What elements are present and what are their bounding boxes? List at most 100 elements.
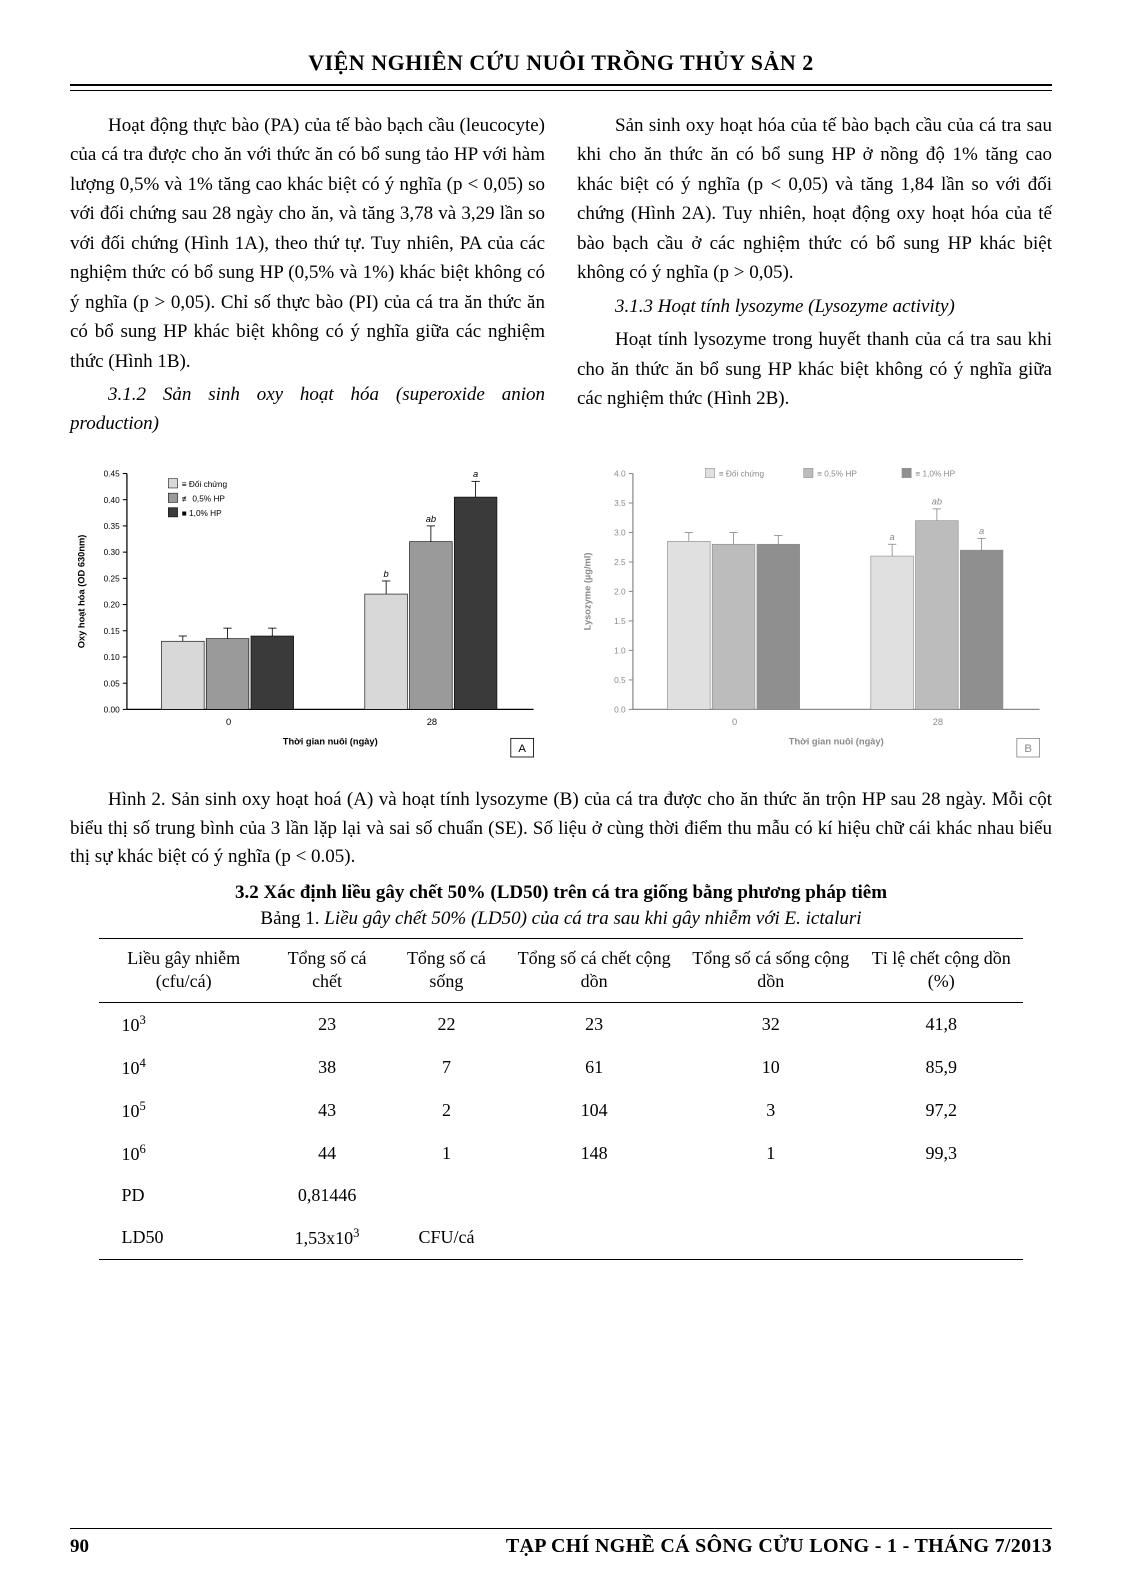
svg-text:0.20: 0.20 — [104, 600, 120, 609]
table-caption: Bảng 1. Liều gây chết 50% (LD50) của cá … — [70, 908, 1052, 930]
cell — [860, 1175, 1023, 1216]
left-column: Hoạt động thực bào (PA) của tế bào bạch … — [70, 111, 545, 443]
table-header-row: Liều gây nhiễm (cfu/cá) Tổng số cá chết … — [99, 938, 1022, 1002]
cell: 1 — [386, 1132, 506, 1175]
left-p2-heading: 3.1.2 Sản sinh oxy hoạt hóa (superoxide … — [70, 380, 545, 439]
svg-text:0.40: 0.40 — [104, 496, 120, 505]
cell: 41,8 — [860, 1002, 1023, 1046]
cell: 22 — [386, 1002, 506, 1046]
th-alive: Tổng số cá sống — [386, 938, 506, 1002]
svg-text:≢ 0,5% HP: ≢ 0,5% HP — [182, 494, 226, 503]
page-header-title: VIỆN NGHIÊN CỨU NUÔI TRỒNG THỦY SẢN 2 — [70, 50, 1052, 86]
cell-dose: LD50 — [99, 1216, 267, 1260]
cell-dose: 105 — [99, 1089, 267, 1132]
svg-text:0: 0 — [732, 717, 737, 727]
svg-text:a: a — [890, 532, 895, 542]
cell — [386, 1175, 506, 1216]
svg-text:28: 28 — [933, 717, 943, 727]
svg-text:a: a — [979, 526, 984, 536]
cell: 10 — [682, 1046, 860, 1089]
chart-a-box: 0.00 0.05 0.10 0.15 0.20 0.25 0.30 0.35 0.40 0.45… — [70, 459, 546, 774]
two-column-body: Hoạt động thực bào (PA) của tế bào bạch … — [70, 111, 1052, 443]
svg-text:3.5: 3.5 — [614, 499, 626, 508]
svg-text:B: B — [1024, 743, 1032, 755]
cell: 7 — [386, 1046, 506, 1089]
th-pct: Tỉ lệ chết cộng dồn (%) — [860, 938, 1023, 1002]
th-cumalive: Tổng số cá sống cộng dồn — [682, 938, 860, 1002]
cell — [507, 1216, 682, 1260]
svg-text:a: a — [473, 469, 478, 479]
svg-text:0.35: 0.35 — [104, 522, 120, 531]
cell: 1,53x103 — [268, 1216, 386, 1260]
svg-text:Thời gian nuôi (ngày): Thời gian nuôi (ngày) — [283, 736, 378, 746]
cell: 85,9 — [860, 1046, 1023, 1089]
table-row: 1032322233241,8 — [99, 1002, 1022, 1046]
cell: 3 — [682, 1089, 860, 1132]
cell: 44 — [268, 1132, 386, 1175]
cell-dose: 106 — [99, 1132, 267, 1175]
table-row: 105432104397,2 — [99, 1089, 1022, 1132]
cell-dose: PD — [99, 1175, 267, 1216]
cell: 23 — [507, 1002, 682, 1046]
svg-text:0.15: 0.15 — [104, 627, 120, 636]
cell: 2 — [386, 1089, 506, 1132]
header-rule — [70, 90, 1052, 91]
svg-text:1.5: 1.5 — [614, 617, 626, 626]
table-row: 104387611085,9 — [99, 1046, 1022, 1089]
cell: 23 — [268, 1002, 386, 1046]
svg-text:0.05: 0.05 — [104, 679, 120, 688]
cell — [682, 1175, 860, 1216]
svg-text:≡ Đối chứng: ≡ Đối chứng — [719, 469, 765, 478]
svg-text:≡ 0,5% HP: ≡ 0,5% HP — [817, 469, 857, 478]
right-p2-heading: 3.1.3 Hoạt tính lysozyme (Lysozyme activ… — [577, 292, 1052, 321]
svg-text:3.0: 3.0 — [614, 528, 626, 537]
page-number: 90 — [70, 1536, 89, 1558]
cell: 1 — [682, 1132, 860, 1175]
figure-caption: Hình 2. Sản sinh oxy hoạt hoá (A) và hoạ… — [70, 786, 1052, 872]
svg-text:■ 1,0% HP: ■ 1,0% HP — [182, 509, 222, 518]
charts-row: 0.00 0.05 0.10 0.15 0.20 0.25 0.30 0.35 0.40 0.45… — [70, 459, 1052, 774]
cell: 0,81446 — [268, 1175, 386, 1216]
svg-text:0.45: 0.45 — [104, 469, 120, 478]
svg-text:4.0: 4.0 — [614, 469, 626, 478]
ld50-table: Liều gây nhiễm (cfu/cá) Tổng số cá chết … — [99, 938, 1022, 1260]
table-row: PD0,81446 — [99, 1175, 1022, 1216]
svg-text:0.5: 0.5 — [614, 676, 626, 685]
chart-b-box: 0.00.51.01.52.02.53.03.54.0Lysozyme (µg/… — [576, 459, 1052, 774]
svg-text:2.5: 2.5 — [614, 558, 626, 567]
svg-text:0.10: 0.10 — [104, 653, 120, 662]
journal-name: TẠP CHÍ NGHỀ CÁ SÔNG CỬU LONG - 1 - THÁN… — [506, 1535, 1052, 1558]
cell: CFU/cá — [386, 1216, 506, 1260]
cell — [860, 1216, 1023, 1260]
svg-text:0.25: 0.25 — [104, 574, 120, 583]
svg-text:0.30: 0.30 — [104, 548, 120, 557]
chart-b-svg: 0.00.51.01.52.02.53.03.54.0Lysozyme (µg/… — [576, 459, 1052, 769]
cell — [682, 1216, 860, 1260]
cell: 99,3 — [860, 1132, 1023, 1175]
right-column: Sản sinh oxy hoạt hóa của tế bào bạch cầ… — [577, 111, 1052, 443]
svg-text:28: 28 — [427, 717, 437, 727]
figure-caption-text: Hình 2. Sản sinh oxy hoạt hoá (A) và hoạ… — [70, 789, 1052, 867]
th-dose: Liều gây nhiễm (cfu/cá) — [99, 938, 267, 1002]
svg-text:ab: ab — [932, 497, 942, 507]
svg-text:≡ 1,0% HP: ≡ 1,0% HP — [915, 469, 955, 478]
table-row: 106441148199,3 — [99, 1132, 1022, 1175]
svg-text:0.00: 0.00 — [104, 705, 120, 714]
chart-a-svg: 0.00 0.05 0.10 0.15 0.20 0.25 0.30 0.35 0.40 0.45… — [70, 459, 546, 769]
th-dead: Tổng số cá chết — [268, 938, 386, 1002]
svg-text:Oxy hoạt hóa (OD 630nm): Oxy hoạt hóa (OD 630nm) — [76, 534, 86, 648]
svg-text:A: A — [518, 743, 526, 755]
table-body: 1032322233241,8104387611085,910543210439… — [99, 1002, 1022, 1259]
svg-text:b: b — [384, 569, 389, 579]
svg-text:≡ Đối chứng: ≡ Đối chứng — [182, 480, 228, 489]
table-caption-prefix: Bảng 1. — [260, 908, 324, 929]
svg-text:ab: ab — [426, 514, 436, 524]
section-heading: 3.2 Xác định liều gây chết 50% (LD50) tr… — [70, 882, 1052, 904]
cell: 97,2 — [860, 1089, 1023, 1132]
cell: 61 — [507, 1046, 682, 1089]
right-p3: Hoạt tính lysozyme trong huyết thanh của… — [577, 325, 1052, 413]
svg-text:Thời gian nuôi (ngày): Thời gian nuôi (ngày) — [789, 736, 884, 746]
right-p1: Sản sinh oxy hoạt hóa của tế bào bạch cầ… — [577, 111, 1052, 288]
svg-text:2.0: 2.0 — [614, 587, 626, 596]
th-cumdead: Tổng số cá chết cộng dồn — [507, 938, 682, 1002]
